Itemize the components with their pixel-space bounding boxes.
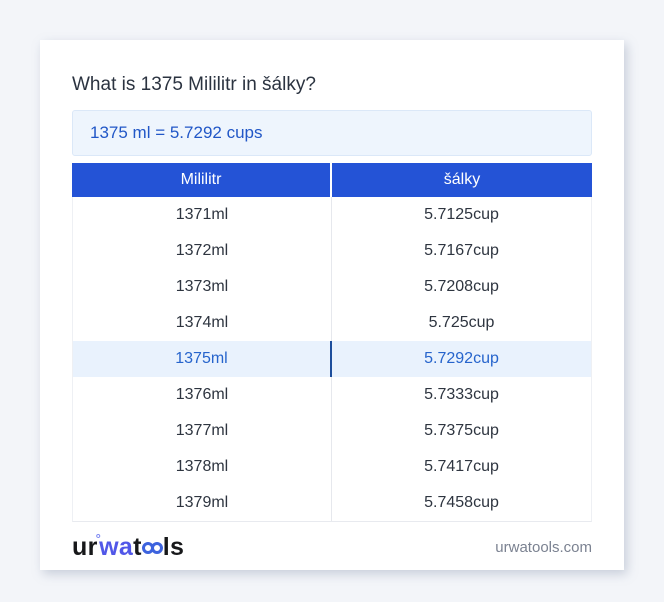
table-header-row: Mililitr šálky xyxy=(72,163,592,197)
cup-value: 5.725cup xyxy=(428,314,495,331)
table-row[interactable]: 1373ml 5.7208cup xyxy=(73,269,591,305)
logo-ring-icon: ° xyxy=(95,530,102,546)
logo-circle-o-icon xyxy=(150,542,163,554)
logo-text-t: t xyxy=(133,532,142,561)
ml-value: 1379ml xyxy=(73,485,332,521)
table-row-highlighted[interactable]: 1375ml 5.7292cup xyxy=(73,341,591,377)
converter-card: What is 1375 Mililitr in šálky? 1375 ml … xyxy=(40,40,624,570)
table-row[interactable]: 1378ml 5.7417cup xyxy=(73,449,591,485)
card-footer: ur ° wa t ls urwatools.com xyxy=(72,523,592,571)
conversion-result-text: 1375 ml = 5.7292 cups xyxy=(90,123,263,142)
page-title: What is 1375 Mililitr in šálky? xyxy=(72,74,316,95)
ml-value: 1373ml xyxy=(73,269,332,305)
table-row[interactable]: 1374ml 5.725cup xyxy=(73,305,591,341)
urwatools-logo[interactable]: ur ° wa t ls xyxy=(72,530,185,562)
table-header-mililitr: Mililitr xyxy=(72,163,332,197)
table-header-salky: šálky xyxy=(443,171,481,188)
conversion-result-box: 1375 ml = 5.7292 cups xyxy=(72,110,592,156)
logo-text-ur: ur xyxy=(72,532,98,561)
site-domain-text: urwatools.com xyxy=(495,538,592,556)
logo-text-wa: wa xyxy=(99,532,134,561)
cup-value: 5.7208cup xyxy=(424,278,499,295)
logo-text-ls: ls xyxy=(162,532,185,561)
cup-value: 5.7417cup xyxy=(424,458,499,475)
cup-value: 5.7292cup xyxy=(424,350,499,367)
table-row[interactable]: 1376ml 5.7333cup xyxy=(73,377,591,413)
ml-value: 1375ml xyxy=(73,341,332,377)
cup-value: 5.7167cup xyxy=(424,242,499,259)
cup-value: 5.7375cup xyxy=(424,422,499,439)
ml-value: 1377ml xyxy=(73,413,332,449)
table-row[interactable]: 1377ml 5.7375cup xyxy=(73,413,591,449)
ml-value: 1374ml xyxy=(73,305,332,341)
ml-value: 1371ml xyxy=(73,197,332,233)
cup-value: 5.7333cup xyxy=(424,386,499,403)
ml-value: 1372ml xyxy=(73,233,332,269)
conversion-table: Mililitr šálky 1371ml 5.7125cup 1372ml 5… xyxy=(72,163,592,522)
table-row[interactable]: 1372ml 5.7167cup xyxy=(73,233,591,269)
cup-value: 5.7458cup xyxy=(424,494,499,511)
ml-value: 1376ml xyxy=(73,377,332,413)
ml-value: 1378ml xyxy=(73,449,332,485)
table-row[interactable]: 1371ml 5.7125cup xyxy=(73,197,591,233)
table-row[interactable]: 1379ml 5.7458cup xyxy=(73,485,591,521)
cup-value: 5.7125cup xyxy=(424,206,499,223)
